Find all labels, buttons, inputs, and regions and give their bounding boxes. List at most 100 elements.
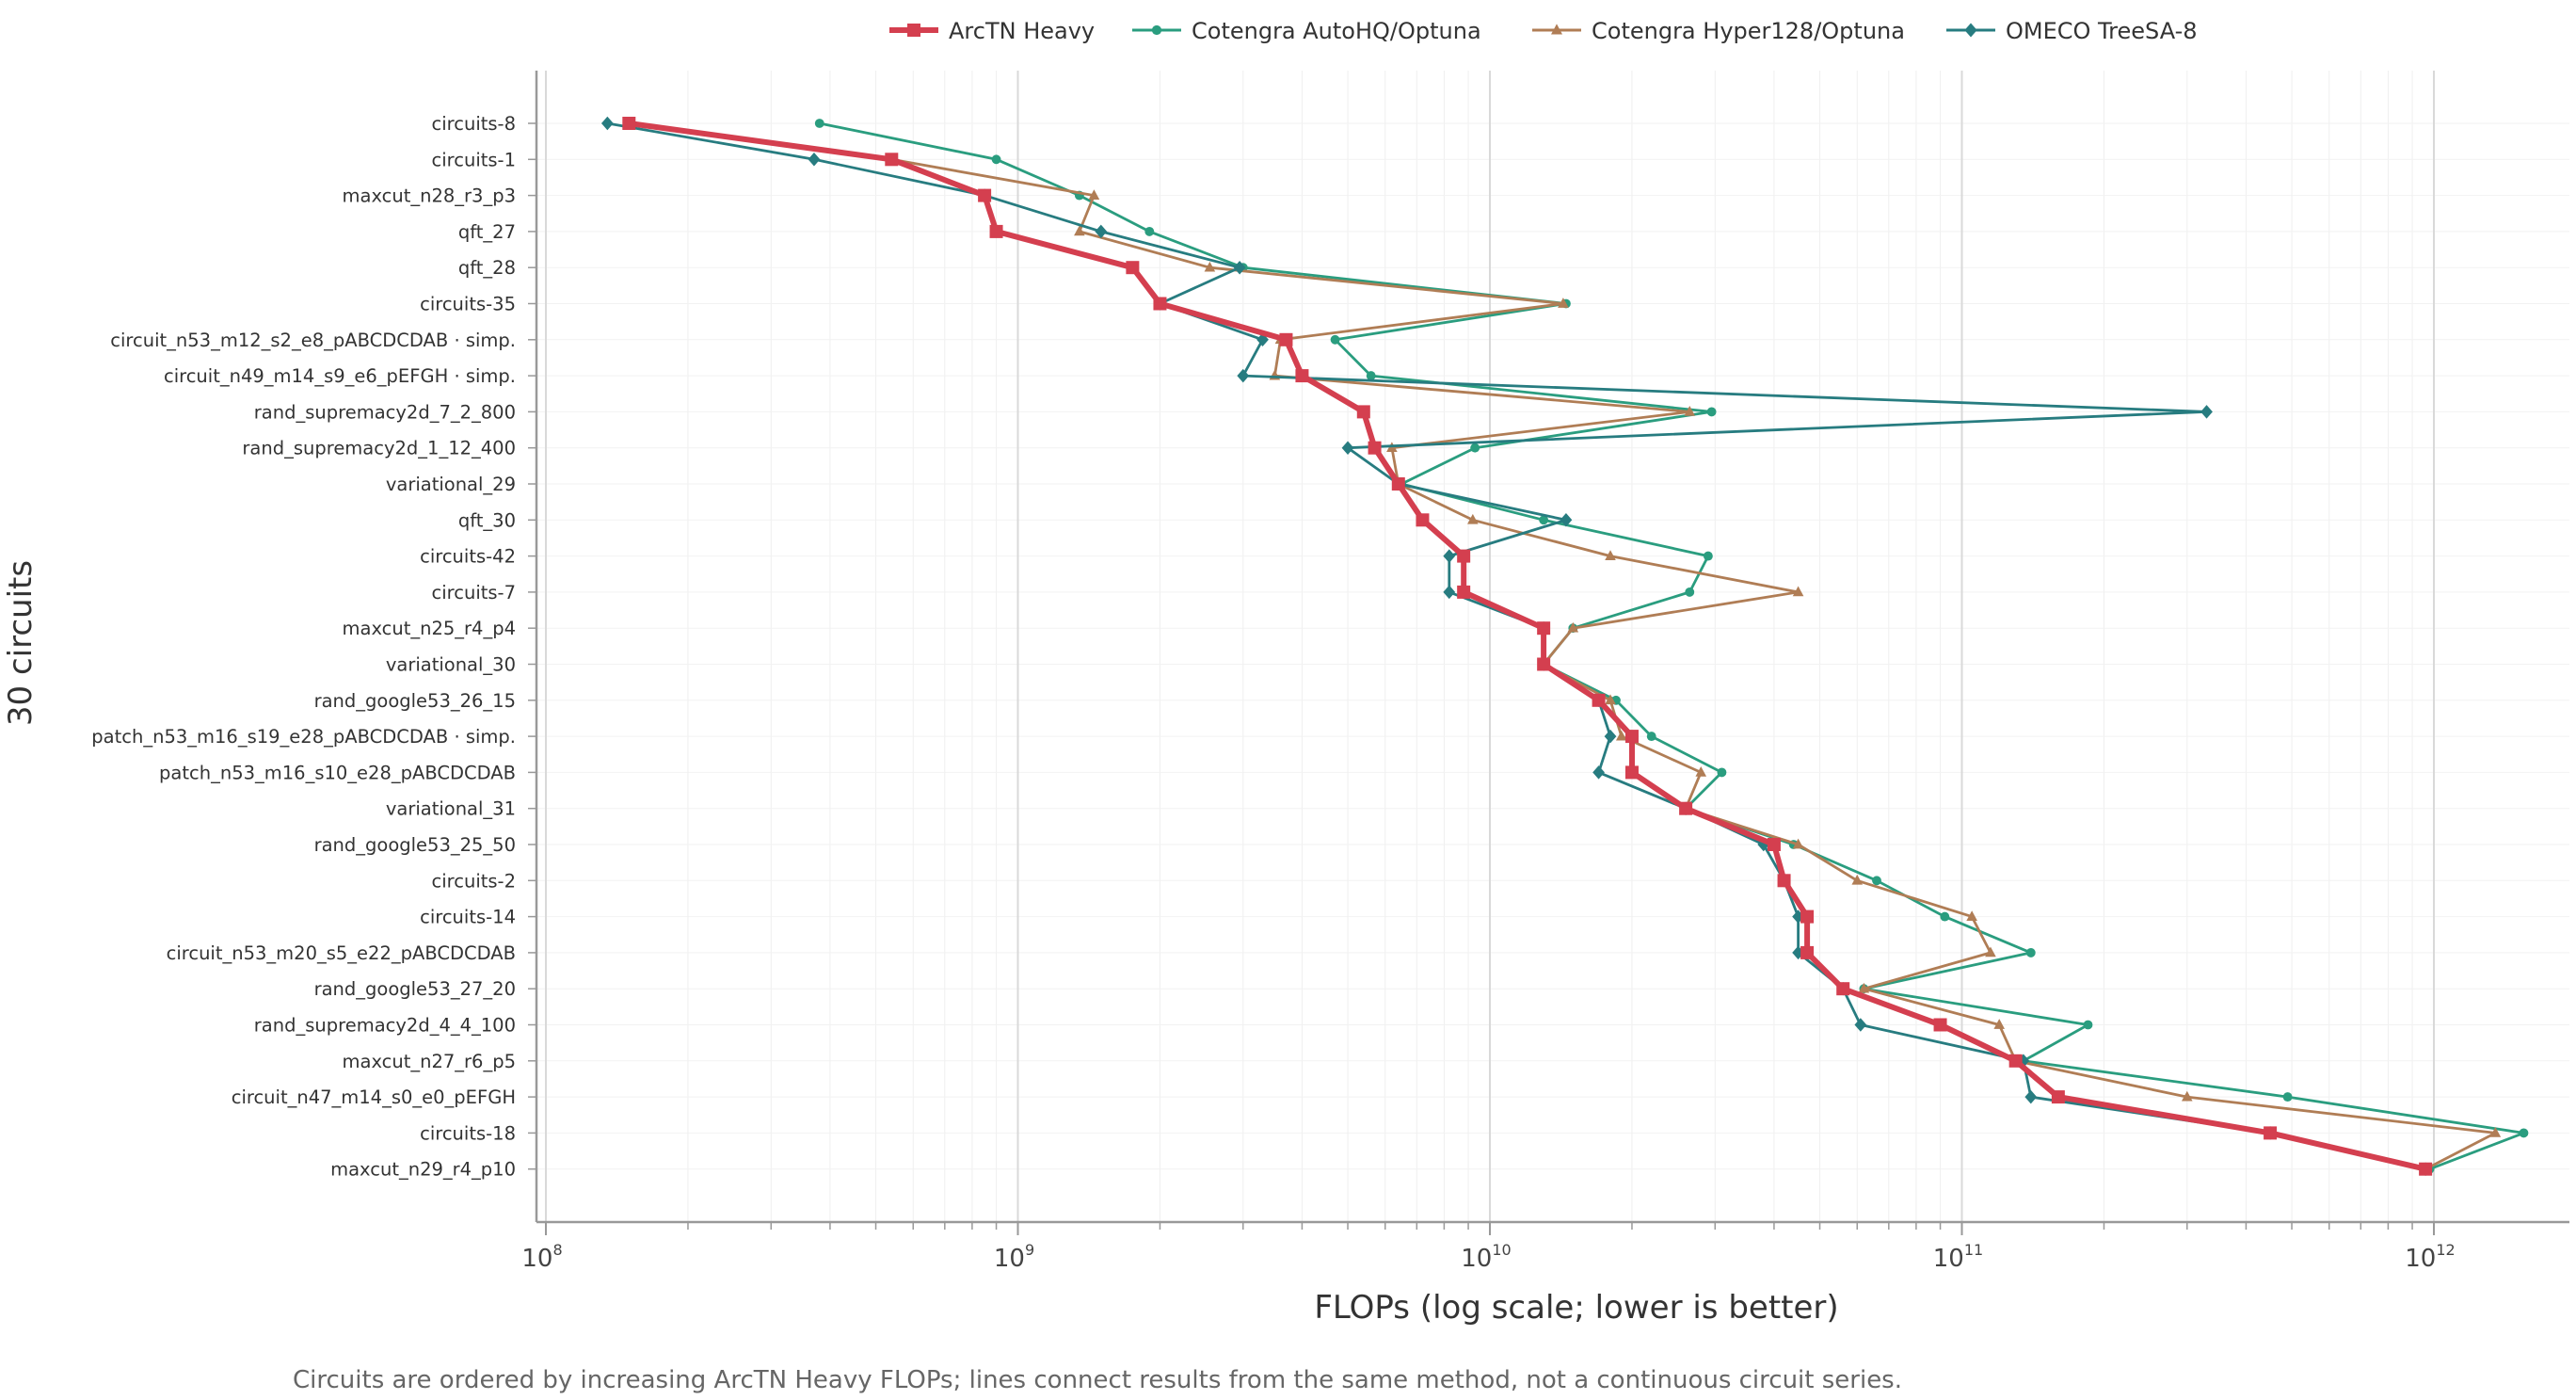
data-point [2282,1092,2293,1102]
legend-item-omeco-treesa-8: OMECO TreeSA-8 [1946,18,2198,44]
series-line [818,121,2525,1171]
data-point [978,188,992,202]
x-tick-label: 1012 [2405,1241,2455,1273]
data-point [2051,1090,2065,1104]
y-tick-label: circuit_n47_m14_s0_e0_pEFGH [232,1086,516,1108]
series-arctn-heavy [622,117,2433,1176]
data-point [1792,586,1804,597]
axes [535,71,2569,1224]
data-point [1685,587,1695,597]
y-tick-label: patch_n53_m16_s19_e28_pABCDCDAB · simp. [91,726,516,748]
data-point [1792,909,1804,924]
legend-swatch-marker [1551,24,1562,35]
data-point [1717,767,1727,778]
data-point [991,154,1001,165]
data-point [1615,730,1627,741]
data-point [1567,621,1579,633]
data-point [1126,261,1140,275]
data-point [1443,585,1456,600]
data-point [1854,1018,1867,1032]
data-point [2083,1020,2093,1030]
y-tick-label: circuits-2 [432,870,516,892]
data-point [1706,407,1717,417]
legend-item-cotengra-hyper128-optuna: Cotengra Hyper128/Optuna [1532,18,1905,44]
y-tick-label: variational_31 [386,798,516,820]
data-point [1646,732,1656,742]
x-tick-label: 1011 [1933,1241,1983,1273]
series-cotengra-autohq-optuna [814,119,2529,1174]
y-tick-label: circuits-8 [432,113,516,135]
data-point [1204,261,1216,272]
x-axis-ticks: 108 109 1010 1011 1012 [521,1222,2456,1273]
data-point [1695,766,1707,777]
data-point [1872,876,1881,886]
x-tick-label: 109 [994,1241,1034,1273]
data-point [1233,260,1246,275]
data-point [2489,1127,2502,1137]
legend-swatch-marker [907,24,920,37]
data-point [1858,982,1870,993]
data-point [1368,441,1382,455]
y-tick-label: circuits-7 [432,582,516,603]
grid [536,71,2569,1222]
data-point [2025,947,2036,957]
data-point [2200,405,2213,419]
data-point [1604,729,1617,744]
data-point [1095,224,1108,239]
y-tick-label: rand_supremacy2d_7_2_800 [254,401,516,423]
data-point [1341,441,1354,455]
data-point [1985,946,1996,957]
y-tick-label: circuits-1 [432,149,516,170]
data-point [1237,368,1250,383]
data-point [1679,801,1693,815]
data-point [1558,298,1569,308]
data-point [1624,730,1639,744]
data-point [1605,694,1616,705]
data-point [1088,189,1100,200]
data-point [2519,1128,2529,1138]
y-tick-label: variational_29 [386,474,516,495]
x-tick-label: 108 [521,1241,562,1273]
legend-label: Cotengra Hyper128/Optuna [1592,18,1905,44]
data-point [1539,515,1549,525]
data-point [1074,225,1085,236]
data-point [1940,911,1950,922]
y-tick-label: circuit_n53_m20_s5_e22_pABCDCDAB [167,942,516,964]
chart-caption: Circuits are ordered by increasing ArcTN… [293,1366,1902,1394]
data-point [1792,945,1804,960]
data-point [1792,838,1804,849]
data-point [1836,982,1850,996]
series-line [606,121,2427,1171]
data-point [1470,443,1480,453]
data-point [1767,838,1781,851]
y-tick-label: rand_google53_26_15 [314,690,516,712]
legend-swatch-marker [1964,23,1977,38]
legend: ArcTN Heavy Cotengra AutoHQ/Optuna Cotengr… [889,18,2198,44]
data-point [808,153,821,167]
data-point [1605,550,1616,560]
data-point [1295,369,1309,383]
y-tick-label: circuits-42 [420,546,516,568]
data-point [2264,1126,2278,1140]
y-tick-label: maxcut_n25_r4_p4 [343,618,517,639]
data-point [1366,371,1376,381]
data-point [1279,332,1293,346]
y-axis-labels: circuits-8 circuits-1 maxcut_n28_r3_p3 qft_… [91,113,536,1181]
data-point [1703,551,1713,561]
data-point [1144,226,1155,236]
data-point [1966,910,1977,921]
legend-swatch-marker [1151,24,1162,36]
data-point [885,153,899,167]
data-point [1993,1019,2006,1029]
data-point [1457,549,1471,563]
y-tick-label: rand_supremacy2d_1_12_400 [242,438,516,459]
data-point [1800,909,1815,924]
data-point [1624,765,1639,780]
data-point [1684,406,1696,416]
y-tick-label: circuits-18 [420,1122,516,1144]
y-tick-label: circuit_n49_m14_s9_e6_pEFGH · simp. [164,365,516,387]
data-point [1330,334,1340,345]
x-tick-label: 1010 [1461,1241,1511,1273]
series-layer [600,116,2529,1176]
